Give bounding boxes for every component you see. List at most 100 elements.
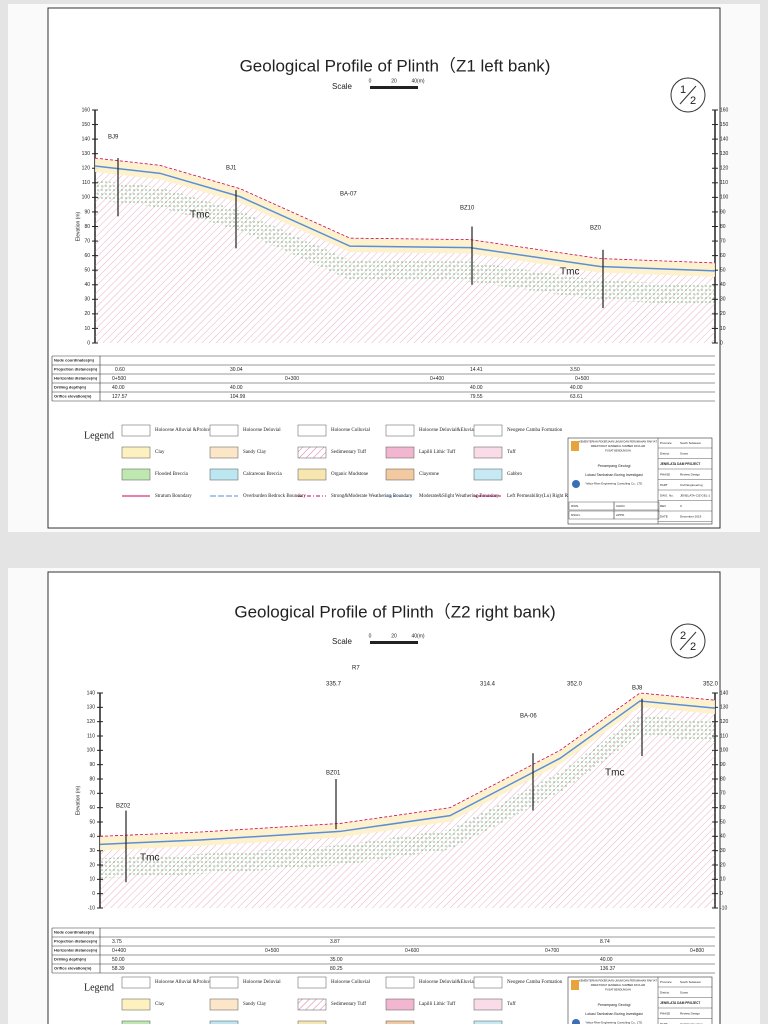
text: 0+300: [285, 376, 299, 382]
legend-label: Moderate&Slight Weathering Boundary: [419, 494, 500, 499]
legend-label: Holocene Colluvial: [331, 428, 371, 433]
profile-label: 352.0: [567, 682, 583, 688]
text: 130: [82, 151, 91, 157]
legend-label: Lapilli Lithic Tuff: [419, 450, 456, 455]
page-slash: [679, 85, 697, 105]
profile-label: Tmc: [140, 853, 159, 864]
legend-label: Sandy Clay: [243, 450, 267, 455]
legend-swatch: [297, 1020, 327, 1024]
legend-swatch: [473, 976, 503, 989]
legend-label: Calcareous Breccia: [243, 472, 283, 477]
text: 80: [84, 224, 90, 230]
text: JENELATA DAM PROJECT: [660, 462, 700, 466]
scale-bar: [370, 641, 418, 644]
sign-cell: [613, 501, 660, 511]
text: 120: [87, 719, 96, 725]
text: 50.00: [112, 957, 125, 963]
legend-label: Organic Mudstone: [331, 472, 369, 477]
legend-label: Stratum Boundary: [155, 494, 192, 499]
text: 10: [720, 326, 726, 332]
scale-bar: [370, 86, 418, 89]
legend-label: Left Permeability(Lu) Right ROD(%): [507, 494, 583, 499]
text: 0: [92, 891, 95, 897]
text: PHASE: [660, 472, 670, 476]
text: 40.00: [470, 385, 483, 391]
text: DWN.: [571, 504, 579, 508]
text: JENELATA DAM PROJECT: [660, 1001, 700, 1005]
text: 0: [369, 633, 372, 639]
text: 10: [720, 877, 726, 883]
logo: [571, 980, 579, 990]
legend-label: Strong&Moderate Weathering Boundary: [331, 494, 413, 499]
text: DATE: [660, 514, 668, 518]
legend-swatch: [473, 446, 503, 459]
text: 20: [84, 311, 90, 317]
text: 20: [720, 311, 726, 317]
legend-swatch: [121, 1020, 151, 1024]
text: 150: [82, 122, 91, 128]
legend-label: Neogene Camba Formation: [507, 980, 563, 985]
text: 0+400: [430, 376, 444, 382]
text: 79.55: [470, 394, 483, 400]
yrec-logo: [572, 480, 580, 488]
text: JENELATA-CIZ-GEL-1: [680, 493, 711, 497]
text: 0: [720, 891, 723, 897]
text: 127.57: [112, 394, 128, 400]
legend-swatch: [297, 998, 327, 1011]
sheet-title: Geological Profile of Plinth（Z1 left ban…: [240, 56, 551, 75]
water-line: [94, 165, 716, 272]
text: 100: [87, 748, 96, 754]
text: 90: [720, 762, 726, 768]
text: 80: [720, 224, 726, 230]
breccia: [95, 180, 715, 305]
text: 40.00: [570, 385, 583, 391]
text: KEMENTERIAN PEKERJAAN UMUM DAN PERUMAHAN…: [579, 440, 657, 444]
legend-swatch: [297, 424, 327, 437]
text: 40(m): [411, 78, 424, 84]
text: 140: [720, 690, 729, 696]
text: REV: [660, 504, 666, 508]
text: 0+500: [265, 948, 279, 954]
legend-swatch: [121, 998, 151, 1011]
text: 20: [391, 78, 397, 84]
legend-label: Clay: [155, 1002, 165, 1007]
text: Node coordinates(m): [54, 358, 95, 363]
profile-label: Tmc: [190, 210, 209, 221]
text: 140: [82, 136, 91, 142]
text: Yellow River Engineering Consulting Co.,…: [585, 482, 643, 486]
text: 60: [89, 805, 95, 811]
text: 110: [87, 733, 95, 739]
sheet-title: Geological Profile of Plinth（Z2 right ba…: [234, 602, 555, 621]
text: 70: [720, 238, 726, 244]
text: 160: [720, 107, 729, 113]
text: 90: [89, 762, 95, 768]
text: 120: [720, 719, 729, 725]
text: 10: [84, 326, 90, 332]
legend-swatch: [297, 468, 327, 481]
text: 110: [720, 733, 728, 739]
legend-label: Lapilli Lithic Tuff: [419, 1002, 456, 1007]
text: Orifice elevation(m): [54, 966, 92, 971]
text: 136.37: [600, 966, 616, 972]
legend-swatch: [473, 424, 503, 437]
legend-swatch: [385, 446, 415, 459]
text: 14.41: [470, 367, 483, 373]
legend-label: Clay: [155, 450, 165, 455]
text: 0+800: [690, 948, 704, 954]
text: PUSAT BENDUNGAN: [605, 988, 631, 992]
profile-label: BZ02: [116, 804, 131, 810]
legend-label: Tuff: [507, 1002, 516, 1007]
text: Projection distance(m): [54, 367, 98, 372]
text: Scale: [332, 82, 353, 91]
text: -10: [88, 905, 95, 911]
text: 40: [89, 834, 95, 840]
text: 30: [720, 848, 726, 854]
legend-label: Holocene Alluvial &Proluvial: [155, 980, 216, 985]
text: 0: [369, 78, 372, 84]
text: Legend: [84, 430, 114, 441]
legend-label: Holocene Deluvial&Eluvial: [419, 980, 476, 985]
profile-label: Tmc: [605, 768, 624, 779]
profile-label: BZ10: [460, 206, 475, 212]
text: 40(m): [411, 633, 424, 639]
